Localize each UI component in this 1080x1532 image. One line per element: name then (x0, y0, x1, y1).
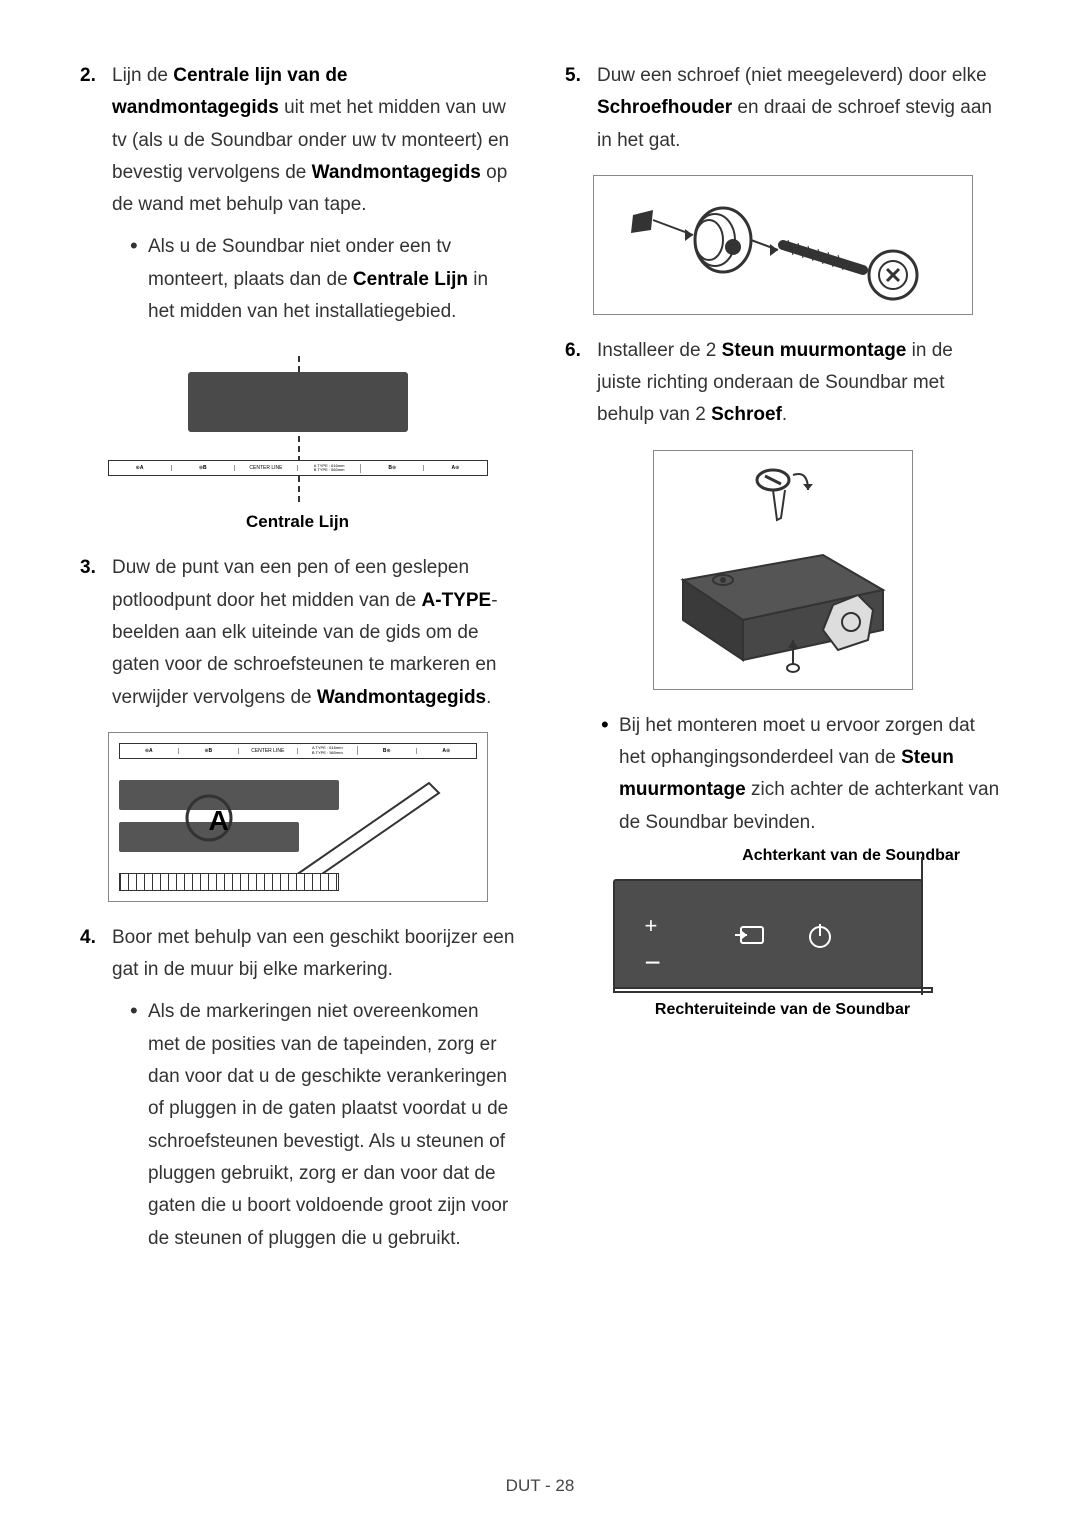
step-body: Boor met behulp van een geschikt boorijz… (112, 922, 515, 1263)
guide-a: ⊕A (120, 748, 180, 754)
bold: A-TYPE (422, 590, 492, 611)
guide-types: A TYPE : 616mm B TYPE : 560mm (298, 746, 358, 755)
bold: Steun muurmontage (722, 340, 907, 361)
screw-holder-icon (603, 185, 963, 305)
guide-a2: A⊕ (424, 465, 486, 471)
figure-caption: Centrale Lijn (80, 512, 515, 532)
step-2: 2. Lijn de Centrale lijn van de wandmont… (80, 60, 515, 336)
step-number: 5. (565, 60, 597, 157)
figure-soundbar: + − Rechteruiteinde van de Soundbar (565, 879, 1000, 1019)
volume-down-icon: − (645, 947, 661, 979)
step-body: Duw een schroef (niet meegeleverd) door … (597, 60, 1000, 157)
bullet-item: • Als u de Soundbar niet onder een tv mo… (130, 231, 515, 328)
text: Duw de punt van een pen of een geslepen … (112, 557, 469, 610)
guide-center: CENTER LINE (235, 465, 298, 471)
label: B (383, 748, 387, 754)
text: Lijn de (112, 65, 173, 86)
step-4: 4. Boor met behulp van een geschikt boor… (80, 922, 515, 1263)
guide-strip: ⊕A ⊕B CENTER LINE A TYPE : 616mm B TYPE … (108, 460, 488, 476)
label: B (388, 465, 392, 471)
guide-a2: A⊕ (417, 748, 476, 754)
guide-b: ⊕B (179, 748, 239, 754)
figure-tv-guide: ⊕A ⊕B CENTER LINE A TYPE : 616mm B TYPE … (80, 354, 515, 532)
screw-top-icon (743, 460, 823, 530)
tv-icon (188, 372, 408, 432)
caption-right-end: Rechteruiteinde van de Soundbar (565, 1001, 1000, 1019)
bold: Schroefhouder (597, 97, 732, 118)
volume-up-icon: + (645, 913, 658, 939)
soundbar-rear: + − (613, 879, 923, 989)
label: A (149, 748, 153, 754)
guide-b2: B⊕ (358, 748, 418, 754)
power-icon (805, 921, 835, 951)
step-number: 2. (80, 60, 112, 336)
step-5: 5. Duw een schroef (niet meegeleverd) do… (565, 60, 1000, 157)
bullet-text: Als de markeringen niet overeenkomen met… (148, 996, 515, 1254)
label: A (140, 465, 144, 471)
text: . (782, 404, 787, 425)
source-icon (735, 921, 769, 951)
label: A (442, 748, 446, 754)
bullet-item: • Als de markeringen niet overeenkomen m… (130, 996, 515, 1254)
figure-screw (565, 175, 1000, 315)
reference-line (921, 857, 923, 995)
step-body: Lijn de Centrale lijn van de wandmontage… (112, 60, 515, 336)
bracket-mount-icon (673, 550, 893, 680)
guide-a: ⊕A (109, 465, 172, 471)
tv-guide-illustration: ⊕A ⊕B CENTER LINE A TYPE : 616mm B TYPE … (108, 354, 488, 504)
text: Installeer de 2 (597, 340, 722, 361)
step-number: 3. (80, 552, 112, 713)
bullet-text: Bij het monteren moet u ervoor zorgen da… (619, 710, 1000, 839)
label: B (203, 465, 207, 471)
right-column: 5. Duw een schroef (niet meegeleverd) do… (565, 60, 1000, 1281)
step-6: 6. Installeer de 2 Steun muurmontage in … (565, 335, 1000, 432)
left-column: 2. Lijn de Centrale lijn van de wandmont… (80, 60, 515, 1281)
bullet-text: Als u de Soundbar niet onder een tv mont… (148, 231, 515, 328)
guide-strip: ⊕A ⊕B CENTER LINE A TYPE : 616mm B TYPE … (119, 743, 477, 759)
guide-center: CENTER LINE (239, 748, 299, 754)
text: . (486, 687, 491, 708)
step-number: 6. (565, 335, 597, 432)
guide-b2: B⊕ (361, 465, 424, 471)
bullet-dot: • (601, 710, 619, 839)
page-footer: DUT - 28 (0, 1476, 1080, 1496)
bullet-list: • Als u de Soundbar niet onder een tv mo… (112, 231, 515, 328)
label: B (209, 748, 213, 754)
mount-illustration (653, 450, 913, 690)
a-type-label: A (209, 805, 229, 837)
bullet-item: • Bij het monteren moet u ervoor zorgen … (601, 710, 1000, 839)
caption-back: Achterkant van de Soundbar (565, 847, 1000, 865)
text: Boor met behulp van een geschikt boorijz… (112, 927, 514, 980)
figure-mount (565, 450, 1000, 690)
bold: Schroef (711, 404, 782, 425)
screw-illustration (593, 175, 973, 315)
ruler-icon (119, 873, 339, 891)
bold: Wandmontagegids (317, 687, 486, 708)
step-number: 4. (80, 922, 112, 1263)
guide-b: ⊕B (172, 465, 235, 471)
guide-types: A TYPE : 616mm B TYPE : 560mm (298, 464, 361, 473)
bullet-list: • Als de markeringen niet overeenkomen m… (112, 996, 515, 1254)
two-column-layout: 2. Lijn de Centrale lijn van de wandmont… (80, 60, 1000, 1281)
step-body: Installeer de 2 Steun muurmontage in de … (597, 335, 1000, 432)
bullet-dot: • (130, 996, 148, 1254)
step-body: Duw de punt van een pen of een geslepen … (112, 552, 515, 713)
bold: Centrale Lijn (353, 269, 468, 290)
bullet-list: • Bij het monteren moet u ervoor zorgen … (565, 710, 1000, 839)
step-3: 3. Duw de punt van een pen of een geslep… (80, 552, 515, 713)
pencil-illustration: ⊕A ⊕B CENTER LINE A TYPE : 616mm B TYPE … (108, 732, 488, 902)
soundbar-illustration: + − (613, 879, 953, 993)
label: A (452, 465, 456, 471)
bold: Wandmontagegids (312, 162, 481, 183)
text: Duw een schroef (niet meegeleverd) door … (597, 65, 987, 86)
bullet-dot: • (130, 231, 148, 328)
figure-pencil: ⊕A ⊕B CENTER LINE A TYPE : 616mm B TYPE … (80, 732, 515, 902)
